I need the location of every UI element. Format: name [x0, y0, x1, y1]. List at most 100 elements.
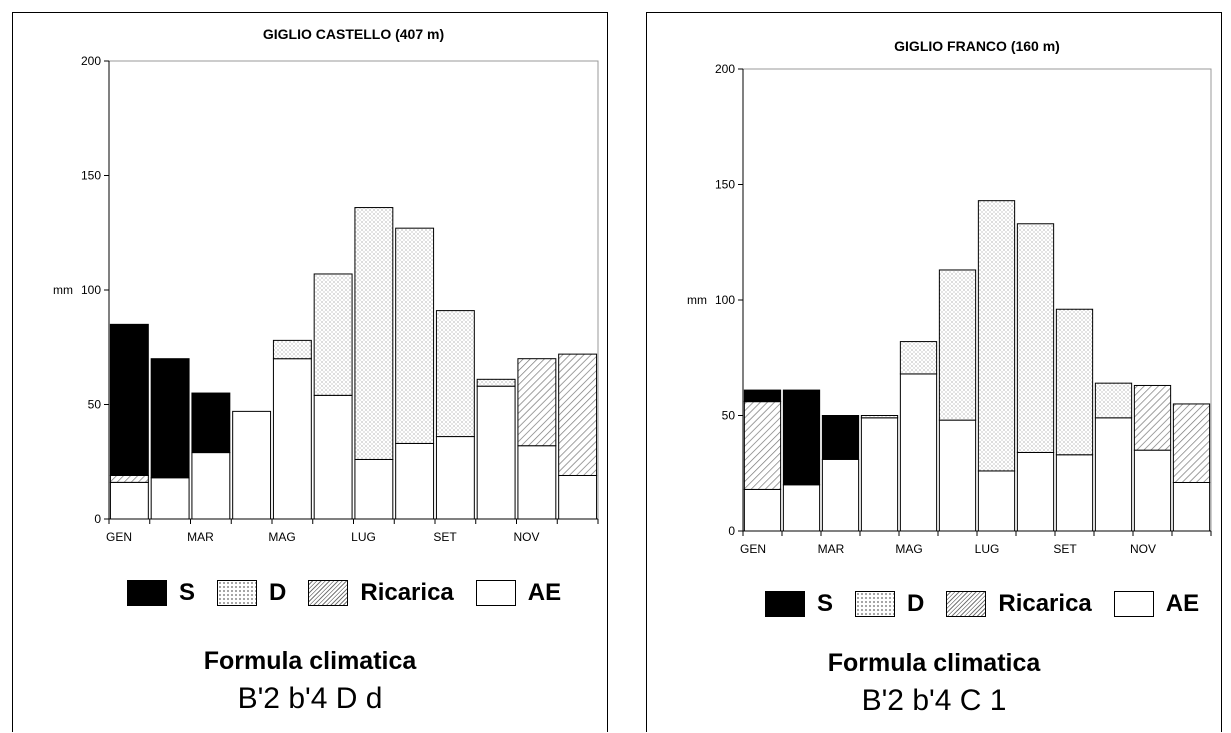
x-tick-label: SET	[1053, 542, 1077, 556]
y-tick-label: 150	[81, 169, 101, 183]
bar-d-ott	[476, 378, 516, 387]
bar-ae-giu	[313, 394, 353, 520]
x-tick-label: LUG	[351, 530, 376, 544]
legend-swatch-ae	[475, 580, 516, 606]
bar-ae-mar	[821, 458, 860, 532]
legend-label-ricarica: Ricarica	[998, 590, 1092, 617]
bar-ae-giu	[938, 419, 977, 532]
legend-item-ricarica: Ricarica	[946, 590, 1092, 618]
bar-d-set	[435, 310, 475, 438]
bar-ae-apr	[232, 410, 272, 520]
bar-ae-mag	[272, 358, 312, 520]
chart-panel-giglio-castello: GIGLIO CASTELLO (407 m) 0 50 100 150 200 mm GEN…	[12, 12, 608, 732]
legend-item-ricarica: Ricarica	[308, 579, 454, 607]
formula-title: Formula climatica	[827, 649, 1041, 677]
legend-label-d: D	[907, 590, 925, 617]
x-tick-label: MAG	[895, 542, 922, 556]
formula-code: B'2 b'4 C 1	[861, 684, 1007, 717]
bar-ae-mar	[191, 452, 231, 520]
bar-d-mag	[272, 339, 312, 360]
x-tick-label: GEN	[106, 530, 132, 544]
legend-label-s: S	[179, 579, 196, 606]
formula-block: Formula climatica B'2 b'4 C 1	[647, 649, 1221, 718]
chart-title: GIGLIO CASTELLO (407 m)	[263, 26, 444, 42]
bar-ae-ott	[1094, 417, 1133, 532]
x-tick-label: MAR	[187, 530, 214, 544]
bar-ae-set	[1055, 454, 1094, 532]
chart-panel-giglio-franco: GIGLIO FRANCO (160 m) 0 50 100 150 200 mm GEN MA…	[646, 12, 1222, 732]
bar-d-giu	[313, 273, 353, 396]
legend-item-s: S	[127, 579, 195, 607]
bar-ae-apr	[860, 417, 899, 532]
bar-ricarica-nov	[517, 358, 557, 447]
bar-s-mar	[821, 415, 860, 460]
x-tick-label: NOV	[1130, 542, 1156, 556]
x-tick-label: SET	[433, 530, 457, 544]
bar-ae-feb	[782, 484, 821, 532]
chart-title: GIGLIO FRANCO (160 m)	[894, 38, 1060, 54]
legend-item-d: D	[217, 579, 286, 607]
bar-ae-dic	[1172, 481, 1211, 532]
bar-s-feb	[782, 389, 821, 486]
legend-label-ae: AE	[527, 579, 562, 606]
y-tick-label: 150	[715, 178, 735, 192]
bar-ricarica-dic	[558, 353, 598, 476]
bar-ae-ago	[1016, 451, 1055, 532]
bar-ae-gen	[109, 481, 149, 520]
legend-item-ae: AE	[475, 579, 562, 607]
bar-ae-ago	[395, 442, 435, 520]
bar-ae-nov	[517, 445, 557, 520]
bar-d-lug	[977, 200, 1016, 472]
legend-swatch-s	[765, 591, 805, 617]
bar-d-set	[1055, 308, 1094, 456]
legend-swatch-ae	[1113, 591, 1154, 617]
y-tick-label: 100	[715, 293, 735, 307]
bar-ae-feb	[150, 477, 190, 520]
bar-ae-lug	[354, 458, 394, 520]
legend-item-ae: AE	[1113, 590, 1199, 618]
legend-item-s: S	[765, 590, 833, 618]
legend: S D Ricarica AE	[765, 590, 1199, 618]
bar-ricarica-dic	[1172, 403, 1211, 483]
bar-s-gen	[109, 323, 149, 476]
bar-ae-gen	[743, 488, 782, 532]
legend-swatch-d	[855, 591, 896, 617]
bar-ae-lug	[977, 470, 1016, 532]
bar-ae-set	[435, 436, 475, 520]
y-tick-label: 50	[88, 398, 102, 412]
legend-label-d: D	[269, 579, 287, 606]
bar-ricarica-nov	[1133, 384, 1172, 451]
y-tick-label: 200	[715, 62, 735, 76]
bar-ae-nov	[1133, 449, 1172, 532]
bar-d-lug	[354, 207, 394, 460]
x-tick-label: GEN	[740, 542, 766, 556]
x-tick-label: MAR	[818, 542, 845, 556]
bar-d-ago	[395, 227, 435, 444]
legend-swatch-d	[217, 580, 258, 606]
legend: S D Ricarica AE	[127, 579, 561, 607]
y-tick-label: 200	[81, 54, 101, 68]
y-tick-label: 0	[94, 512, 101, 526]
bar-s-feb	[150, 358, 190, 479]
x-tick-label: NOV	[513, 530, 539, 544]
bar-ae-mag	[899, 373, 938, 532]
bar-d-giu	[938, 269, 977, 421]
bar-ae-ott	[476, 385, 516, 520]
bar-d-apr	[860, 415, 899, 419]
bar-s-gen	[743, 389, 782, 403]
bar-s-mar	[191, 392, 231, 454]
legend-label-s: S	[817, 590, 834, 617]
legend-label-ricarica: Ricarica	[360, 579, 454, 606]
bar-d-mag	[899, 341, 938, 375]
legend-item-d: D	[855, 590, 924, 618]
legend-swatch-s	[127, 580, 167, 606]
bar-ricarica-gen	[743, 401, 782, 490]
x-tick-label: LUG	[975, 542, 1000, 556]
chart-giglio-castello: GIGLIO CASTELLO (407 m) 0 50 100 150 200 mm GEN…	[53, 26, 599, 544]
bar-ricarica-gen	[109, 474, 149, 483]
chart-giglio-franco: GIGLIO FRANCO (160 m) 0 50 100 150 200 mm GEN MA…	[687, 38, 1212, 556]
formula-code: B'2 b'4 D d	[237, 682, 383, 715]
y-tick-label: 50	[722, 409, 736, 423]
x-tick-label: MAG	[268, 530, 295, 544]
formula-title: Formula climatica	[203, 647, 417, 675]
